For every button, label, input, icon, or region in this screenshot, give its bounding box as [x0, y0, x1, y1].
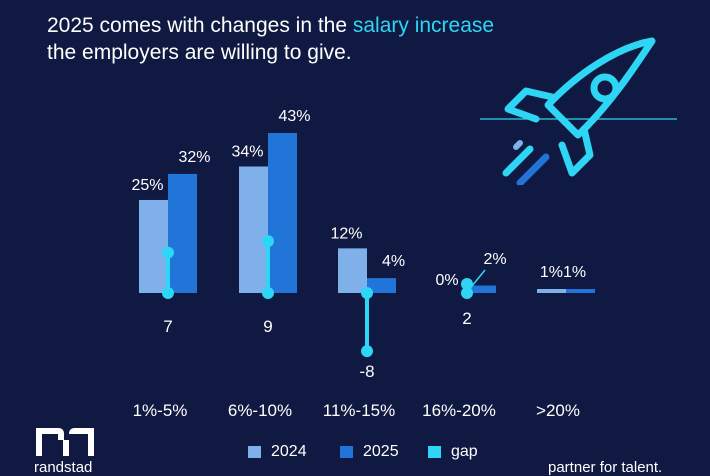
gap-dot-top-11pct-15pct [361, 287, 373, 299]
legend-label-2024: 2024 [271, 443, 307, 460]
label-2024-6pct-10pct: 34% [231, 143, 263, 160]
bar-2025-1pct-5pct [168, 173, 197, 293]
label-2025-6pct-10pct: 43% [278, 108, 310, 125]
category-label-1pct-5pct: 1%-5% [133, 401, 188, 420]
gap-label-16pct-20pct: 2 [462, 309, 471, 328]
label-2025-11pct-15pct: 4% [382, 253, 405, 270]
randstad-logo-icon [36, 428, 94, 456]
bar-2024-gt20pct [537, 289, 566, 293]
label-2025-16pct-20pct: 2% [483, 251, 506, 268]
rocket-icon [480, 37, 677, 185]
bar-chart: 25% 32% 7 1%-5% 34% 43% 9 6%-10% 12% 4% -8 11%-15% 0… [131, 108, 595, 420]
gap-label-11pct-15pct: -8 [359, 362, 374, 381]
legend-swatch-2024 [248, 446, 261, 458]
bar-2025-6pct-10pct [268, 133, 297, 293]
leader-2025-16pct-20pct [471, 269, 486, 287]
category-label-6pct-10pct: 6%-10% [228, 401, 292, 420]
legend-label-2025: 2025 [363, 443, 399, 460]
brand-name: randstad [34, 459, 93, 476]
legend-label-gap: gap [451, 443, 478, 460]
headline-accent: salary increase [352, 14, 495, 37]
legend-swatch-gap [428, 446, 441, 458]
gap-label-1pct-5pct: 7 [163, 317, 172, 336]
gap-dot-bottom-11pct-15pct [361, 345, 373, 358]
bar-2024-1pct-5pct [139, 199, 168, 293]
bar-2025-gt20pct [566, 289, 595, 293]
bar-2025-11pct-15pct [367, 278, 396, 293]
brand-tagline: partner for talent. [548, 459, 663, 476]
legend-swatch-2025 [340, 446, 353, 458]
gap-dot-top-6pct-10pct [262, 235, 274, 248]
bar-2025-16pct-20pct [467, 285, 496, 293]
gap-label-6pct-10pct: 9 [263, 317, 272, 336]
headline-line-1: 2025 comes with changes in the salary in… [47, 14, 495, 37]
category-label-gt20pct: >20% [536, 401, 580, 420]
label-2025-1pct-5pct: 32% [178, 149, 210, 166]
label-2024-gt20pct: 1% [540, 264, 563, 281]
gap-dot-top-1pct-5pct [162, 246, 174, 259]
label-2024-16pct-20pct: 0% [435, 272, 458, 289]
category-label-11pct-15pct: 11%-15% [323, 401, 395, 420]
category-label-16pct-20pct: 16%-20% [422, 401, 496, 420]
gap-dot-top-16pct-20pct [461, 278, 473, 290]
headline: 2025 comes with changes in the salary in… [47, 12, 494, 66]
gap-dot-bottom-16pct-20pct [461, 287, 473, 299]
bar-2024-11pct-15pct [338, 248, 367, 293]
headline-line-2: the employers are willing to give. [47, 41, 352, 64]
label-2024-11pct-15pct: 12% [330, 225, 362, 242]
label-2025-gt20pct: 1% [563, 264, 586, 281]
label-2024-1pct-5pct: 25% [131, 177, 163, 194]
gap-dot-bottom-6pct-10pct [262, 287, 274, 299]
gap-dot-bottom-1pct-5pct [162, 287, 174, 299]
bar-2024-6pct-10pct [239, 166, 268, 293]
